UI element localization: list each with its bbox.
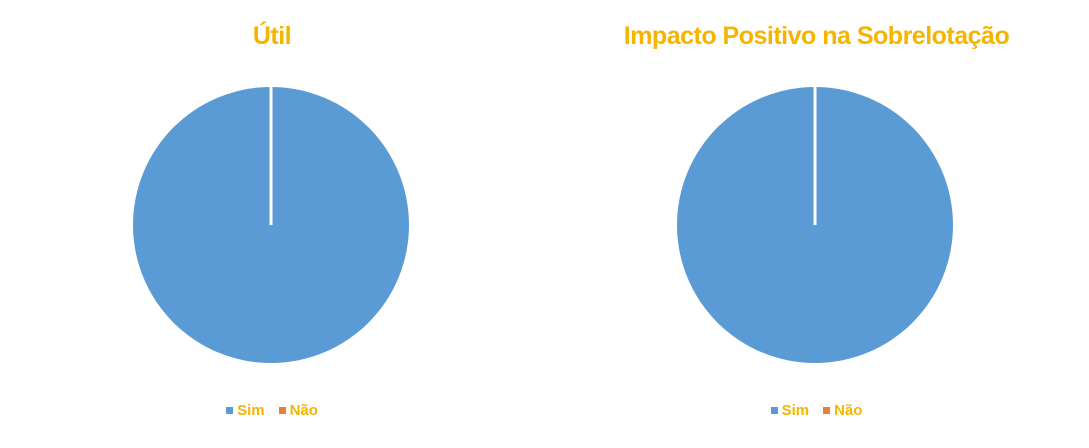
legend-item-sim: Sim	[770, 402, 810, 419]
legend-item-sim: Sim	[226, 402, 265, 419]
legend-label-nao: Não	[289, 402, 318, 419]
pie-chart	[677, 86, 953, 363]
pie-chart	[133, 86, 409, 363]
legend-label-sim: Sim	[781, 402, 810, 419]
legend-item-nao: Não	[278, 402, 318, 419]
chart-util: Útil Sim Não	[0, 0, 544, 448]
legend-swatch-nao	[823, 407, 831, 414]
legend-swatch-nao	[278, 407, 286, 414]
legend: Sim Não	[0, 402, 544, 419]
legend-swatch-sim	[770, 407, 778, 414]
chart-title: Impacto Positivo na Sobrelotação	[623, 22, 1010, 50]
legend-item-nao: Não	[823, 402, 862, 419]
legend-swatch-sim	[226, 407, 234, 414]
legend: Sim Não	[544, 402, 1089, 419]
chart-title: Útil	[252, 22, 292, 50]
legend-label-sim: Sim	[237, 402, 265, 419]
legend-label-nao: Não	[834, 402, 863, 419]
chart-impacto-positivo: Impacto Positivo na Sobrelotação Sim Não	[544, 0, 1089, 448]
